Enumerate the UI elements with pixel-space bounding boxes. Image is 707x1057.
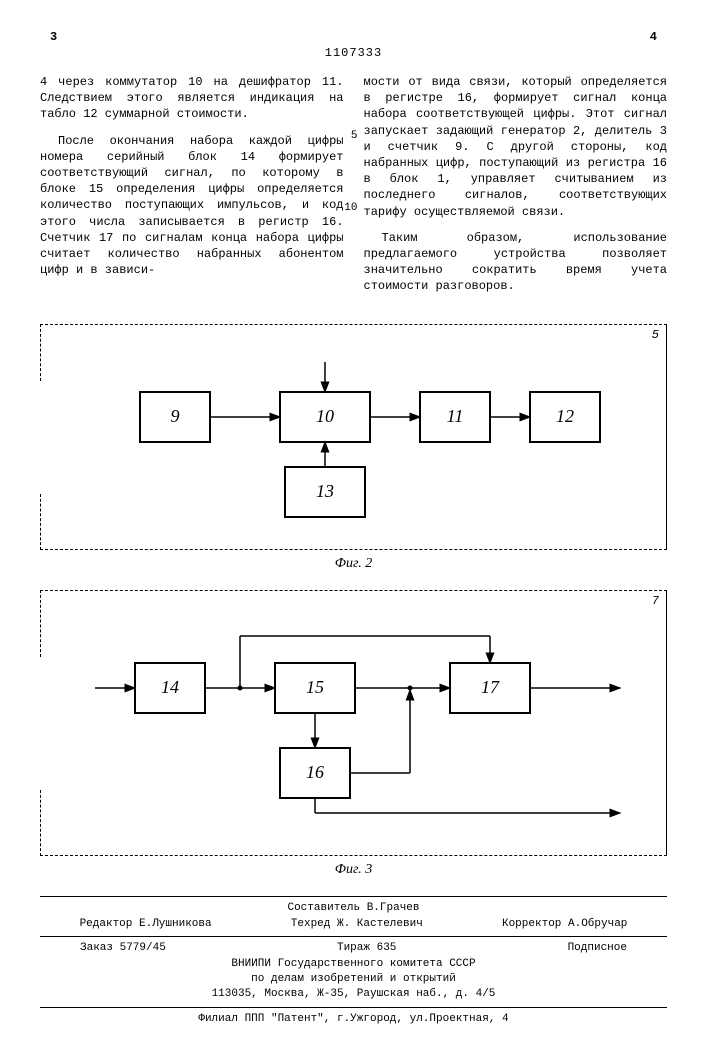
page-right-num: 4 <box>650 30 657 44</box>
svg-text:11: 11 <box>447 406 464 426</box>
svg-text:17: 17 <box>481 677 500 697</box>
footer-org1: ВНИИПИ Государственного комитета СССР <box>40 957 667 972</box>
footer-editor: Редактор Е.Лушникова <box>80 917 212 932</box>
fig2-corner-label: 5 <box>652 328 659 342</box>
para-r2: Таким образом, использование предлагаемо… <box>364 230 668 295</box>
svg-text:10: 10 <box>316 406 334 426</box>
column-left: 4 через коммутатор 10 на дешифратор 11. … <box>40 74 344 304</box>
svg-text:12: 12 <box>556 406 574 426</box>
figure-3-frame: 7 14 15 16 17 <box>40 590 667 856</box>
footer-techred: Техред Ж. Кастелевич <box>291 917 423 932</box>
para-r1: мости от вида связи, который определяетс… <box>364 74 668 220</box>
svg-text:15: 15 <box>306 677 324 697</box>
svg-text:13: 13 <box>316 481 334 501</box>
footer-corrector: Корректор А.Обручар <box>502 917 627 932</box>
text-columns: 4 через коммутатор 10 на дешифратор 11. … <box>40 74 667 304</box>
page-header: 3 4 <box>40 30 667 44</box>
footer-podpisnoe: Подписное <box>568 941 627 956</box>
para-l2: После окончания набора каждой цифры номе… <box>40 133 344 279</box>
line-marker-5: 5 <box>351 130 358 142</box>
figure-2-svg: 9 10 11 12 13 <box>80 352 640 522</box>
svg-text:16: 16 <box>306 762 324 782</box>
footer-tirazh: Тираж 635 <box>337 941 396 956</box>
footer: Составитель В.Грачев Редактор Е.Лушников… <box>40 896 667 1027</box>
footer-compiler: Составитель В.Грачев <box>40 901 667 916</box>
line-marker-10: 10 <box>344 202 357 214</box>
footer-org2: по делам изобретений и открытий <box>40 972 667 987</box>
page-left-num: 3 <box>50 30 57 44</box>
svg-text:14: 14 <box>161 677 179 697</box>
fig2-caption: Фиг. 2 <box>40 556 667 572</box>
doc-number: 1107333 <box>40 46 667 60</box>
footer-addr: 113035, Москва, Ж-35, Раушская наб., д. … <box>40 987 667 1002</box>
figure-2-frame: 5 9 10 11 12 13 <box>40 324 667 550</box>
fig3-caption: Фиг. 3 <box>40 862 667 878</box>
column-right: мости от вида связи, который определяетс… <box>364 74 668 304</box>
svg-text:9: 9 <box>171 406 180 426</box>
para-l1: 4 через коммутатор 10 на дешифратор 11. … <box>40 74 344 123</box>
footer-order: Заказ 5779/45 <box>80 941 166 956</box>
fig3-corner-label: 7 <box>652 594 659 608</box>
footer-filial: Филиал ППП "Патент", г.Ужгород, ул.Проек… <box>40 1012 667 1027</box>
figure-3-svg: 14 15 16 17 <box>80 618 640 828</box>
